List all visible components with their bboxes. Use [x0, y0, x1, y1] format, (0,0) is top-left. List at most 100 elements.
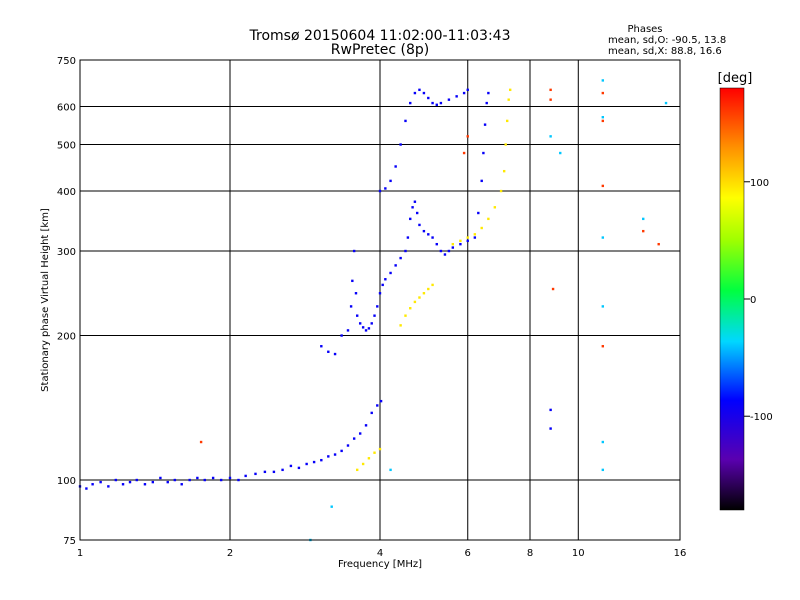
data-point: [327, 455, 330, 458]
data-point: [601, 79, 605, 82]
data-point: [370, 411, 373, 415]
data-point: [499, 189, 503, 193]
data-point: [364, 329, 368, 332]
data-point: [404, 249, 407, 253]
colorbar-tick-label: -100: [750, 412, 773, 423]
data-point: [483, 123, 487, 126]
grid-lines: [80, 60, 680, 540]
data-point: [477, 211, 480, 215]
data-point: [211, 476, 215, 480]
x-tick-label: 2: [227, 548, 233, 559]
data-point: [228, 476, 232, 480]
data-point: [415, 211, 419, 215]
data-point: [333, 352, 337, 356]
data-point: [502, 169, 506, 173]
data-point: [399, 256, 402, 260]
data-point: [473, 233, 477, 236]
data-point: [466, 88, 469, 92]
y-tick-label: 750: [57, 56, 76, 67]
data-point: [473, 236, 477, 239]
data-point: [389, 271, 392, 275]
data-point: [151, 480, 155, 484]
data-point: [244, 474, 247, 478]
data-point: [361, 462, 365, 466]
data-point: [378, 189, 382, 193]
data-point: [642, 229, 645, 233]
data-point: [367, 457, 371, 460]
data-point: [327, 350, 330, 353]
data-point: [422, 292, 426, 295]
data-point: [281, 468, 284, 472]
data-point: [219, 478, 223, 482]
data-point: [320, 458, 323, 462]
data-point: [361, 326, 365, 329]
data-point: [601, 184, 605, 188]
data-point: [549, 135, 552, 138]
data-point: [399, 324, 402, 327]
data-point: [413, 200, 417, 203]
data-point: [601, 116, 605, 119]
data-point: [404, 314, 407, 317]
data-point: [418, 223, 421, 227]
data-point: [166, 480, 169, 484]
data-point: [394, 165, 397, 168]
data-point: [121, 483, 125, 486]
colorbar-label: [deg]: [718, 71, 753, 86]
data-point: [601, 236, 605, 239]
data-point: [91, 483, 94, 486]
colorbar-gradient: [719, 87, 745, 511]
data-point: [263, 470, 267, 474]
data-point: [459, 239, 462, 243]
data-point: [431, 283, 434, 287]
data-point: [447, 249, 451, 253]
colorbar-tick-label: 0: [750, 295, 756, 306]
data-point: [549, 88, 552, 92]
data-point: [373, 314, 376, 317]
data-point: [409, 101, 412, 105]
data-point: [346, 329, 350, 332]
data-point: [505, 119, 509, 123]
data-point: [427, 96, 430, 100]
data-point: [431, 236, 434, 239]
stats-line-x: mean, sd,X: 88.8, 16.6: [608, 46, 722, 57]
data-point: [418, 296, 421, 299]
data-point: [376, 404, 379, 407]
x-axis-ticks: 1 2 4 6 8 10 16: [77, 548, 687, 559]
colorbar-ticks: 100 0 -100: [744, 178, 773, 423]
data-point: [367, 327, 371, 330]
data-point: [455, 95, 458, 98]
data-point: [312, 460, 316, 464]
stats-header: Phases: [627, 24, 662, 35]
data-point: [559, 151, 562, 155]
data-point: [431, 101, 434, 105]
data-point: [352, 437, 356, 440]
data-point: [413, 300, 417, 304]
data-point: [143, 483, 147, 486]
data-point: [508, 88, 512, 92]
data-point: [485, 101, 488, 105]
colorbar: [deg] 100 0 -100: [718, 71, 773, 511]
data-point: [128, 480, 132, 484]
data-point: [358, 322, 362, 325]
data-point: [289, 464, 293, 468]
chart-title: Tromsø 20150604 11:02:00-11:03:43: [249, 28, 511, 44]
data-point: [504, 143, 507, 146]
data-point: [409, 307, 412, 310]
data-point: [409, 217, 412, 221]
y-tick-label: 100: [57, 476, 76, 487]
data-point: [384, 278, 387, 281]
data-point: [203, 478, 206, 482]
data-point: [422, 229, 426, 233]
data-point: [411, 206, 414, 209]
data-point: [466, 135, 469, 138]
y-tick-label: 600: [57, 103, 76, 114]
data-point: [135, 478, 138, 482]
data-point: [427, 233, 430, 236]
data-point: [447, 98, 451, 101]
x-tick-label: 6: [465, 548, 471, 559]
data-point: [364, 424, 368, 427]
data-point: [305, 462, 308, 466]
data-point: [482, 151, 485, 155]
y-tick-label: 500: [57, 141, 76, 152]
data-point: [551, 287, 555, 291]
